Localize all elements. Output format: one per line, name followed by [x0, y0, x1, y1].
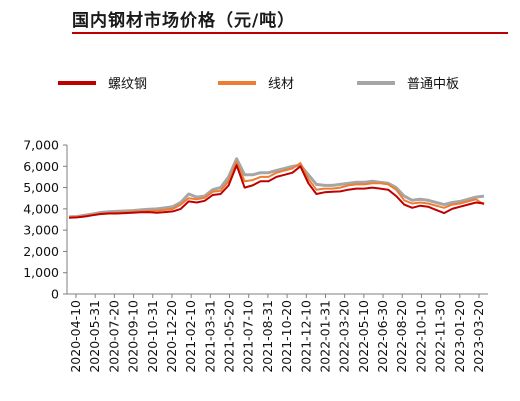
y-tick-label: 4,000	[23, 201, 59, 216]
y-tick-label: 0	[51, 287, 59, 302]
x-tick-label: 2022-03-20	[337, 300, 352, 373]
title-underline	[72, 32, 508, 34]
x-tick-label: 2021-08-31	[260, 300, 275, 373]
x-tick-label: 2022-06-30	[375, 300, 390, 373]
x-tick-label: 2022-01-31	[317, 300, 332, 373]
y-tick-label: 3,000	[23, 223, 59, 238]
x-tick-label: 2021-07-10	[241, 300, 256, 373]
x-tick-label: 2023-03-20	[471, 300, 486, 373]
x-tick-label: 2022-11-30	[433, 300, 448, 373]
x-tick-label: 2020-05-31	[87, 300, 102, 373]
x-tick-label: 2023-01-20	[452, 300, 467, 373]
x-tick-label: 2020-12-20	[164, 300, 179, 373]
legend-label-1: 螺纹钢	[108, 77, 147, 92]
x-tick-label: 2021-05-20	[222, 300, 237, 373]
x-tick-label: 2022-08-20	[394, 300, 409, 373]
series-line-1	[68, 164, 485, 219]
x-tick-label: 2022-05-10	[356, 300, 371, 373]
x-tick-label: 2020-07-20	[106, 300, 121, 373]
series-line-3	[68, 157, 485, 219]
legend-label-3: 普通中板	[407, 77, 459, 92]
x-tick-label: 2020-10-31	[145, 300, 160, 373]
x-tick-label: 2022-10-10	[413, 300, 428, 373]
y-tick-label: 5,000	[23, 180, 59, 195]
y-tick-label: 6,000	[23, 159, 59, 174]
x-tick-label: 2021-12-10	[298, 300, 313, 373]
y-tick-label: 2,000	[23, 244, 59, 259]
y-tick-label: 1,000	[23, 265, 59, 280]
y-tick-label: 7,000	[23, 138, 59, 153]
legend-label-2: 线材	[268, 77, 294, 92]
x-tick-label: 2020-04-10	[68, 300, 83, 373]
x-tick-label: 2021-03-31	[202, 300, 217, 373]
x-tick-label: 2021-02-10	[183, 300, 198, 373]
x-tick-label: 2021-10-20	[279, 300, 294, 373]
chart-title: 国内钢材市场价格（元/吨）	[72, 11, 296, 31]
x-tick-label: 2020-09-10	[126, 300, 141, 373]
